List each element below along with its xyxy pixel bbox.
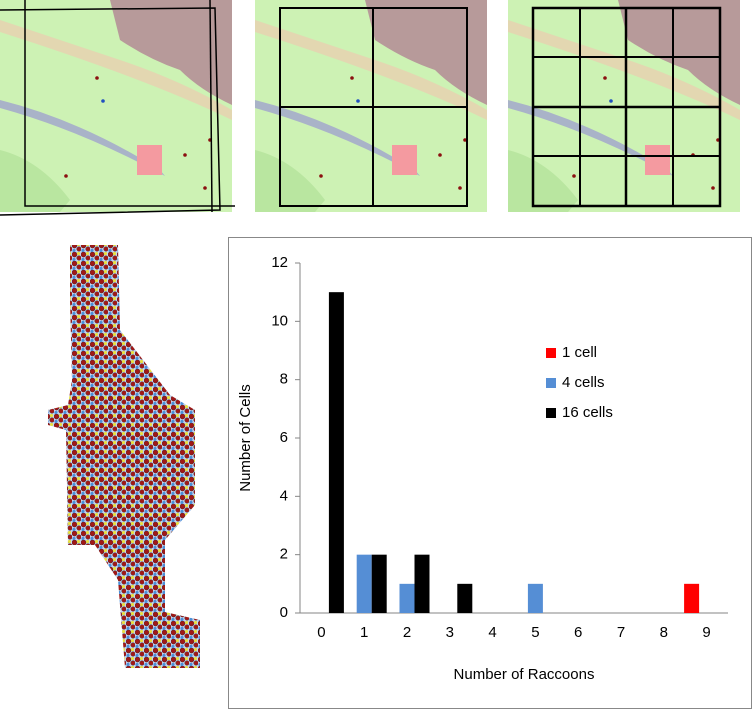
y-tick-label: 4	[280, 487, 288, 504]
legend-label: 16 cells	[562, 404, 613, 421]
bar	[371, 554, 387, 613]
legend-swatch	[546, 408, 556, 418]
bar	[356, 554, 372, 613]
y-tick-label: 6	[280, 429, 288, 446]
legend-swatch	[546, 348, 556, 358]
bar	[527, 583, 543, 613]
x-tick-label: 7	[617, 624, 625, 641]
y-tick-label: 2	[280, 546, 288, 563]
x-tick-label: 9	[702, 624, 710, 641]
chart-frame	[228, 237, 752, 709]
x-tick-label: 8	[660, 624, 668, 641]
y-tick-label: 12	[271, 254, 288, 271]
legend-swatch	[546, 378, 556, 388]
x-tick-label: 1	[360, 624, 368, 641]
legend-label: 4 cells	[562, 374, 605, 391]
x-tick-label: 5	[531, 624, 539, 641]
y-tick-label: 8	[280, 371, 288, 388]
bar	[399, 583, 415, 613]
study-area-map	[48, 245, 200, 668]
x-tick-label: 4	[488, 624, 496, 641]
map-sixteen-cells	[508, 0, 740, 212]
map-four-cells	[255, 0, 487, 212]
x-tick-label: 6	[574, 624, 582, 641]
y-axis-label: Number of Cells	[237, 384, 254, 492]
x-tick-label: 3	[446, 624, 454, 641]
bar	[328, 292, 344, 613]
bar	[684, 583, 700, 613]
map-one-cell	[0, 0, 235, 216]
x-tick-label: 0	[317, 624, 325, 641]
y-tick-label: 0	[280, 604, 288, 621]
bar	[414, 554, 430, 613]
legend-label: 1 cell	[562, 344, 597, 361]
bar	[457, 583, 473, 613]
y-tick-label: 10	[271, 312, 288, 329]
x-tick-label: 2	[403, 624, 411, 641]
x-axis-label: Number of Raccoons	[454, 666, 595, 683]
